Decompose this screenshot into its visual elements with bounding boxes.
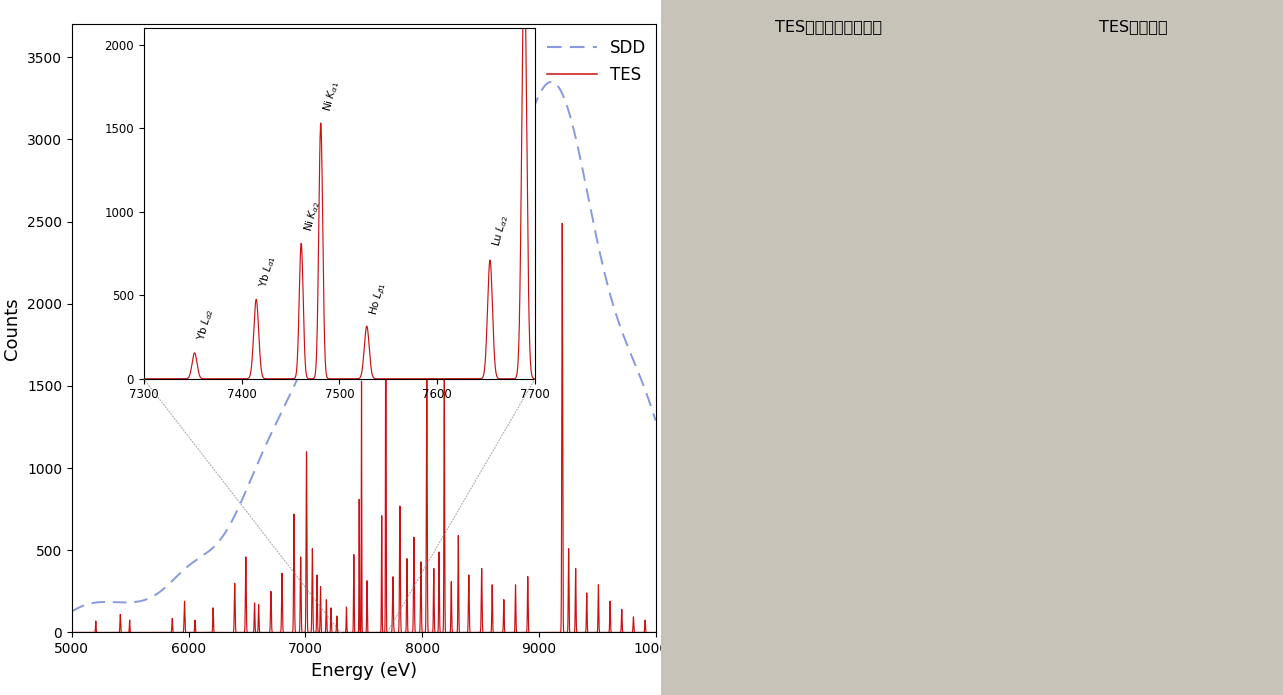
Text: Lu $L_{\alpha2}$: Lu $L_{\alpha2}$ [490,214,512,248]
Text: Yb $L_{\alpha2}$: Yb $L_{\alpha2}$ [195,307,217,342]
Text: Ni $K_{\alpha1}$: Ni $K_{\alpha1}$ [321,79,343,113]
Legend: SDD, TES: SDD, TES [540,33,653,90]
Text: TESの検出器システム: TESの検出器システム [775,19,883,35]
Y-axis label: Counts: Counts [4,297,22,360]
Text: Yb $L_{\alpha1}$: Yb $L_{\alpha1}$ [257,253,278,288]
Text: Ho $L_{\beta1}$: Ho $L_{\beta1}$ [367,281,390,317]
Text: TESの制御系: TESの制御系 [1100,19,1168,35]
X-axis label: Energy (eV): Energy (eV) [310,662,417,680]
Text: Ni $K_{\alpha2}$: Ni $K_{\alpha2}$ [302,199,322,234]
